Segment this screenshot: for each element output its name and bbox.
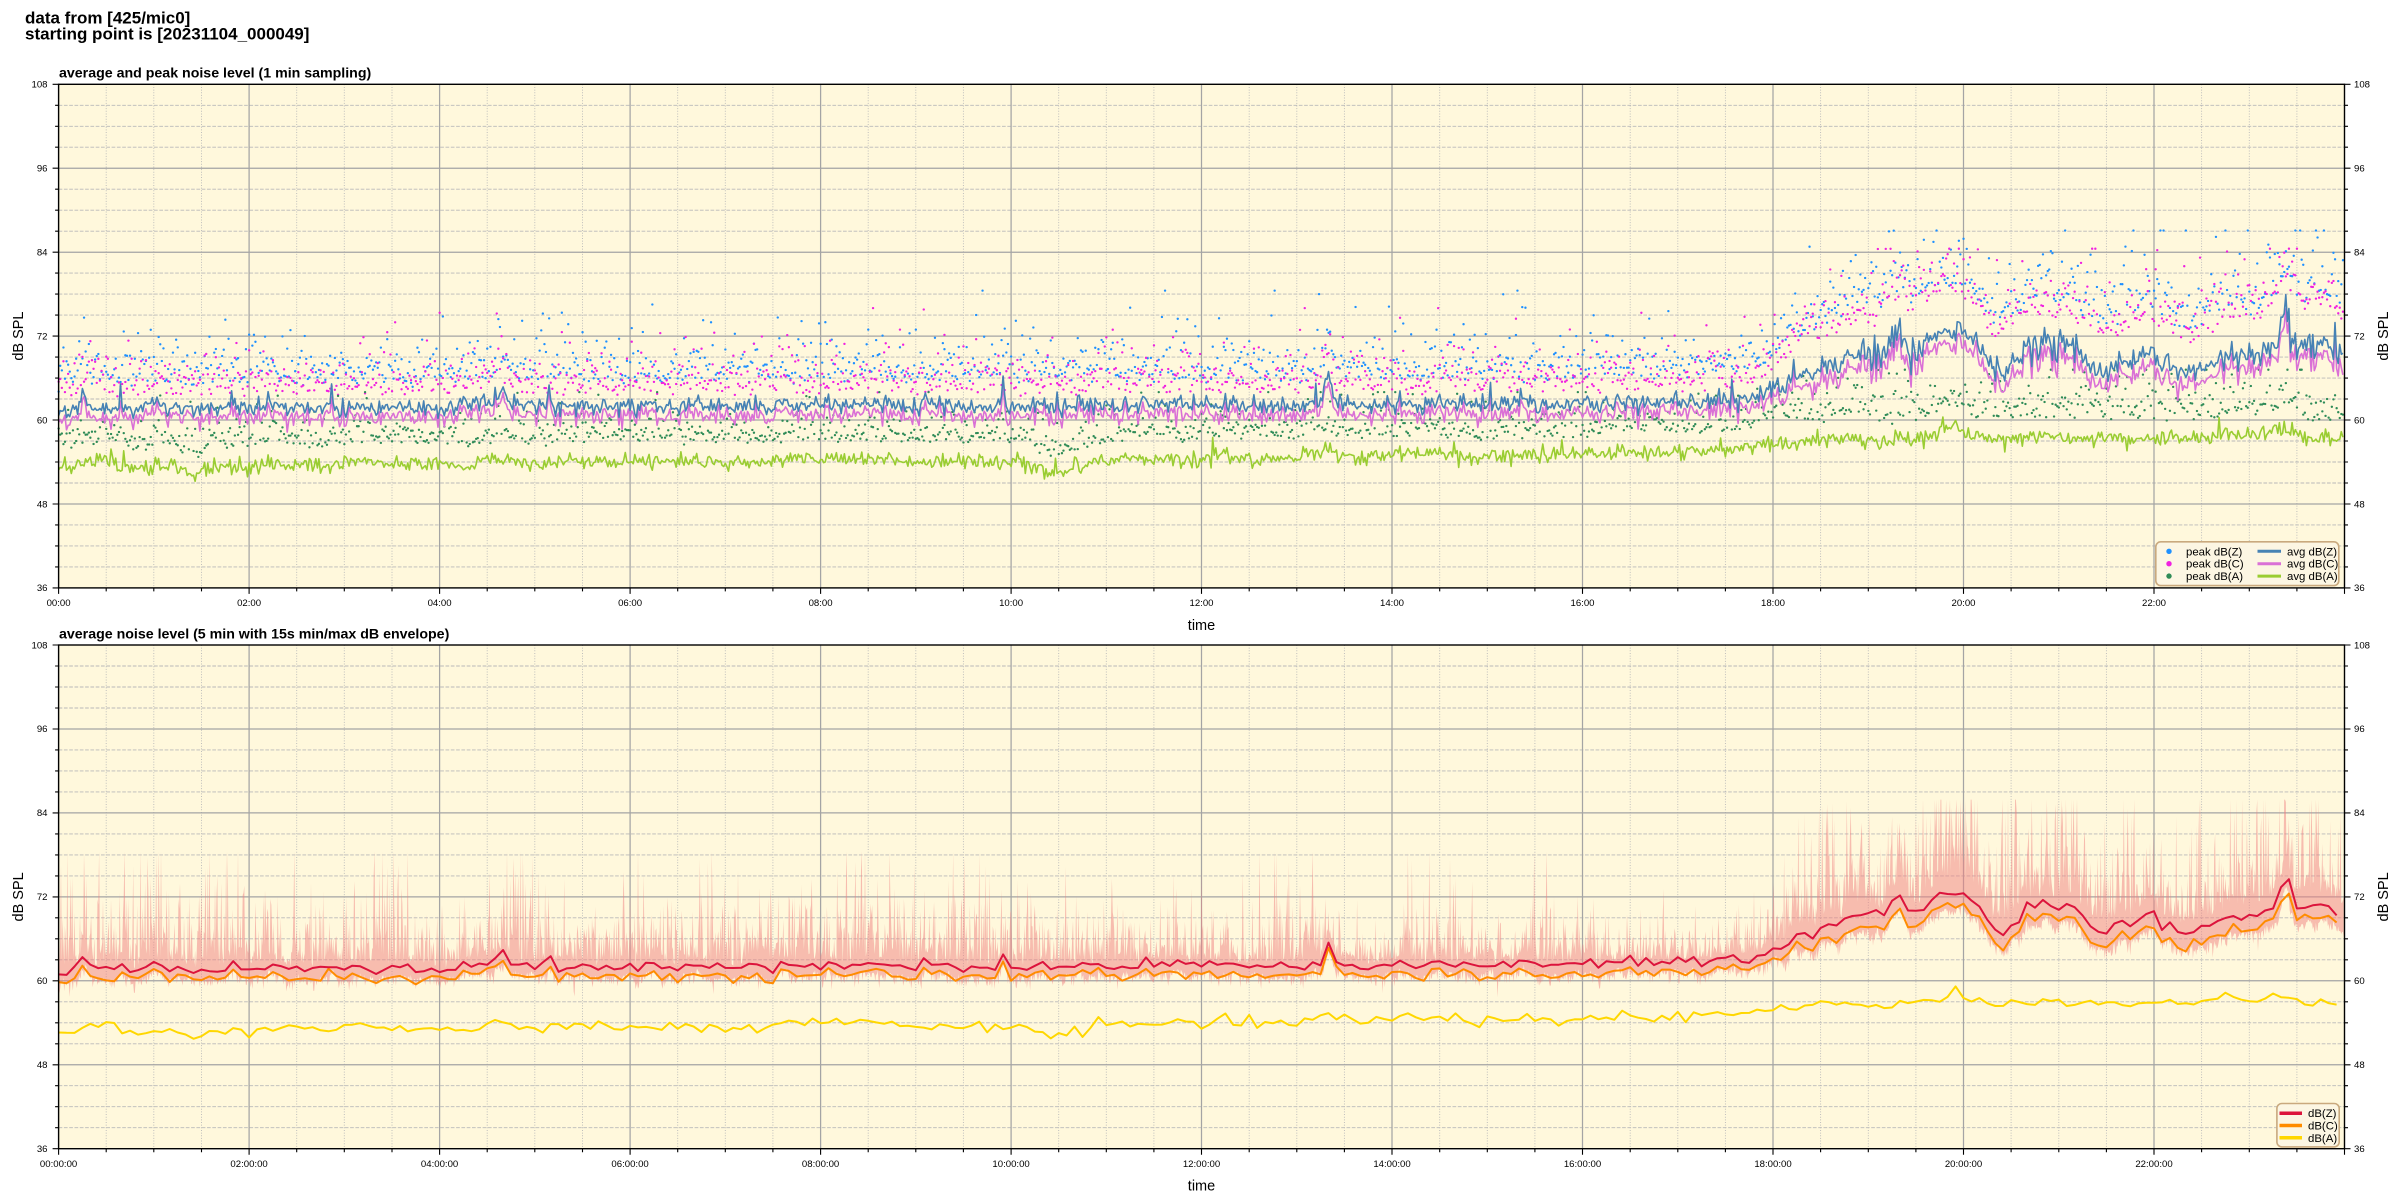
svg-text:04:00: 04:00: [428, 598, 452, 609]
svg-text:02:00:00: 02:00:00: [230, 1159, 267, 1170]
svg-text:48: 48: [37, 1060, 48, 1071]
svg-text:84: 84: [37, 248, 48, 259]
svg-text:12:00: 12:00: [1189, 598, 1213, 609]
svg-text:dB SPL: dB SPL: [11, 312, 27, 361]
svg-text:dB(C): dB(C): [2308, 1121, 2338, 1133]
svg-text:peak dB(C): peak dB(C): [2186, 559, 2244, 571]
svg-text:dB SPL: dB SPL: [2376, 312, 2392, 361]
svg-text:dB SPL: dB SPL: [11, 872, 27, 921]
svg-text:peak dB(A): peak dB(A): [2186, 571, 2243, 583]
svg-text:60: 60: [2354, 976, 2365, 987]
svg-text:00:00:00: 00:00:00: [40, 1159, 77, 1170]
svg-text:02:00: 02:00: [237, 598, 261, 609]
svg-text:36: 36: [37, 1144, 48, 1155]
svg-text:20:00:00: 20:00:00: [1945, 1159, 1982, 1170]
svg-text:72: 72: [2354, 331, 2365, 342]
svg-text:08:00: 08:00: [809, 598, 833, 609]
svg-text:60: 60: [2354, 415, 2365, 426]
svg-text:48: 48: [2354, 499, 2365, 510]
svg-text:avg dB(A): avg dB(A): [2287, 571, 2338, 583]
svg-text:18:00: 18:00: [1761, 598, 1785, 609]
svg-text:starting point is [20231104_00: starting point is [20231104_000049]: [25, 24, 309, 43]
svg-text:00:00: 00:00: [47, 598, 71, 609]
svg-text:avg dB(C): avg dB(C): [2287, 559, 2338, 571]
svg-text:36: 36: [2354, 1144, 2365, 1155]
svg-text:14:00: 14:00: [1380, 598, 1404, 609]
svg-text:06:00:00: 06:00:00: [611, 1159, 648, 1170]
svg-text:96: 96: [2354, 724, 2365, 735]
svg-text:48: 48: [2354, 1060, 2365, 1071]
svg-text:22:00:00: 22:00:00: [2135, 1159, 2172, 1170]
svg-text:96: 96: [2354, 164, 2365, 175]
svg-text:average and peak noise level (: average and peak noise level (1 min samp…: [59, 66, 372, 82]
svg-text:04:00:00: 04:00:00: [421, 1159, 458, 1170]
svg-text:16:00:00: 16:00:00: [1564, 1159, 1601, 1170]
svg-text:36: 36: [37, 583, 48, 594]
svg-text:10:00:00: 10:00:00: [992, 1159, 1029, 1170]
svg-text:14:00:00: 14:00:00: [1373, 1159, 1410, 1170]
svg-text:48: 48: [37, 499, 48, 510]
svg-text:08:00:00: 08:00:00: [802, 1159, 839, 1170]
svg-text:36: 36: [2354, 583, 2365, 594]
svg-text:84: 84: [37, 808, 48, 819]
svg-text:20:00: 20:00: [1951, 598, 1975, 609]
svg-text:06:00: 06:00: [618, 598, 642, 609]
svg-text:108: 108: [2354, 640, 2370, 651]
svg-text:18:00:00: 18:00:00: [1754, 1159, 1791, 1170]
svg-text:22:00: 22:00: [2142, 598, 2166, 609]
svg-text:16:00: 16:00: [1570, 598, 1594, 609]
svg-text:dB(Z): dB(Z): [2308, 1108, 2337, 1120]
svg-text:84: 84: [2354, 248, 2365, 259]
svg-text:data from [425/mic0]: data from [425/mic0]: [25, 8, 190, 27]
svg-text:time: time: [1188, 618, 1215, 634]
svg-text:72: 72: [37, 331, 48, 342]
svg-text:72: 72: [2354, 892, 2365, 903]
svg-text:84: 84: [2354, 808, 2365, 819]
svg-text:96: 96: [37, 164, 48, 175]
svg-text:72: 72: [37, 892, 48, 903]
svg-text:108: 108: [31, 640, 47, 651]
svg-text:time: time: [1188, 1179, 1215, 1195]
svg-text:10:00: 10:00: [999, 598, 1023, 609]
svg-text:dB SPL: dB SPL: [2376, 872, 2392, 921]
svg-text:peak dB(Z): peak dB(Z): [2186, 546, 2243, 558]
svg-text:avg dB(Z): avg dB(Z): [2287, 546, 2337, 558]
svg-text:96: 96: [37, 724, 48, 735]
svg-text:60: 60: [37, 415, 48, 426]
svg-text:dB(A): dB(A): [2308, 1133, 2337, 1145]
svg-text:12:00:00: 12:00:00: [1183, 1159, 1220, 1170]
svg-text:average noise level (5 min wit: average noise level (5 min with 15s min/…: [59, 626, 450, 642]
svg-text:108: 108: [2354, 80, 2370, 91]
svg-text:108: 108: [31, 80, 47, 91]
svg-text:60: 60: [37, 976, 48, 987]
